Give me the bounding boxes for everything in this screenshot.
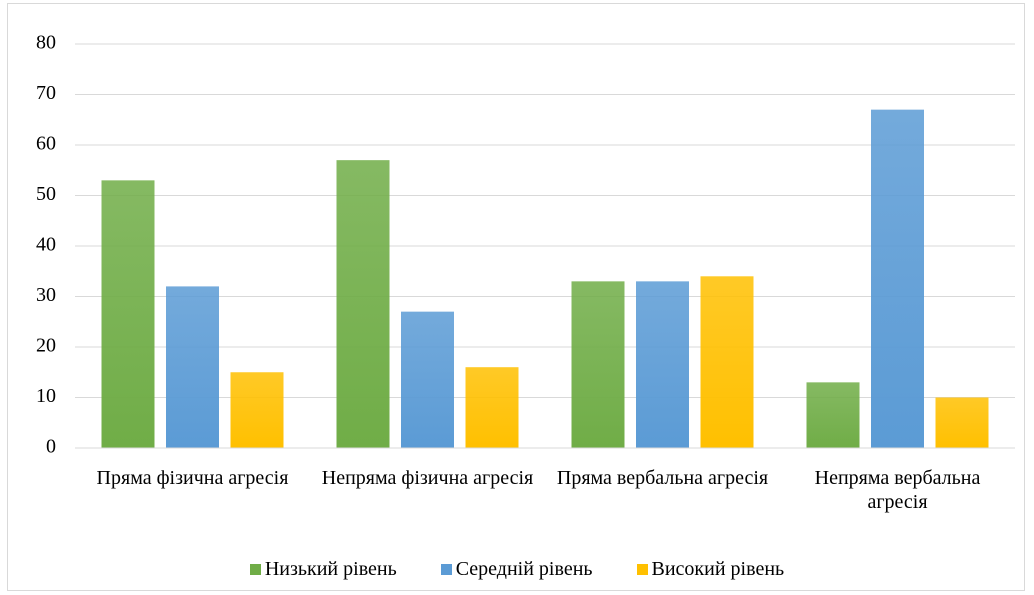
bar xyxy=(700,276,754,448)
x-tick-label: Пряма фізична агресія xyxy=(96,467,289,489)
x-tick-label: Непряма вербальна агресія xyxy=(814,467,981,513)
legend-swatch xyxy=(249,564,261,575)
bar xyxy=(336,160,390,448)
bar xyxy=(101,180,155,448)
y-tick-label: 30 xyxy=(36,284,56,306)
y-tick-label: 40 xyxy=(36,234,56,256)
legend-item: Середній рівень xyxy=(440,558,593,581)
legend-item: Високий рівень xyxy=(636,558,785,581)
bar xyxy=(871,109,924,449)
legend: Низький рівень Середній рівень Високий рів… xyxy=(0,558,1034,581)
legend-swatch xyxy=(440,564,452,575)
bar xyxy=(166,286,219,448)
legend-label: Середній рівень xyxy=(455,558,593,580)
y-tick-label: 10 xyxy=(36,385,56,407)
bar xyxy=(806,382,860,448)
y-tick-label: 50 xyxy=(36,183,56,205)
bar xyxy=(465,367,519,448)
legend-item: Низький рівень xyxy=(249,558,397,581)
legend-label: Високий рівень xyxy=(651,558,785,580)
chart-frame xyxy=(7,3,1025,591)
legend-label: Низький рівень xyxy=(264,558,397,580)
y-tick-label: 0 xyxy=(46,436,56,458)
legend-swatch xyxy=(636,564,648,575)
bar xyxy=(636,281,689,448)
y-tick-label: 70 xyxy=(36,82,56,104)
bar xyxy=(230,372,284,448)
x-tick-label: Непряма фізична агресія xyxy=(321,467,534,489)
bar xyxy=(401,311,454,448)
bar xyxy=(571,281,625,448)
y-tick-label: 80 xyxy=(36,32,56,54)
y-tick-label: 20 xyxy=(36,335,56,357)
bar xyxy=(935,397,989,448)
y-tick-label: 60 xyxy=(36,133,56,155)
x-tick-label: Пряма вербальна агресія xyxy=(556,467,769,489)
